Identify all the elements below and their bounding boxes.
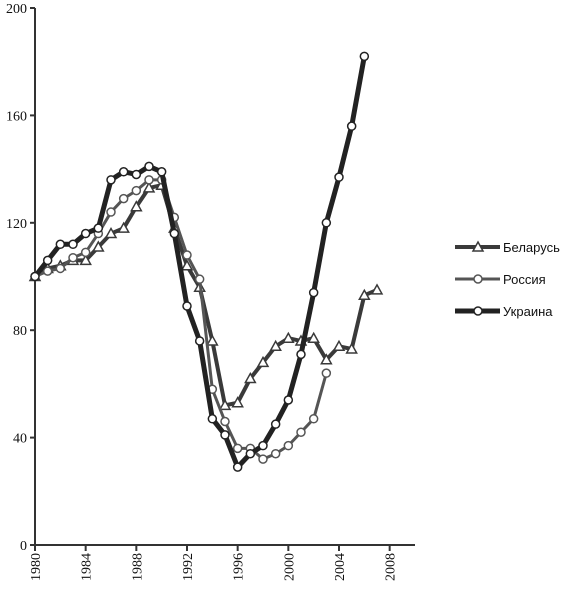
point: [42, 255, 53, 266]
point: [270, 448, 281, 459]
point: [80, 228, 91, 239]
point: [55, 239, 66, 250]
y-tick-label: 200: [6, 2, 27, 17]
point: [80, 247, 91, 258]
x-tick-label: 1984: [80, 553, 95, 581]
point: [182, 301, 192, 311]
point: [55, 263, 66, 274]
x-tick-label: 2004: [333, 553, 348, 581]
point: [370, 283, 384, 295]
point: [117, 221, 130, 233]
point: [283, 440, 294, 451]
point: [296, 427, 306, 437]
point: [296, 349, 306, 360]
point: [130, 200, 143, 212]
point: [345, 342, 358, 354]
y-tick-label: 0: [20, 539, 27, 554]
point: [106, 207, 116, 217]
point: [283, 395, 294, 405]
point: [156, 167, 167, 177]
y-tick-label: 80: [13, 324, 27, 339]
point: [206, 334, 219, 346]
point: [334, 172, 344, 182]
point: [282, 331, 295, 344]
point: [269, 339, 282, 352]
point: [194, 274, 205, 284]
point: [131, 185, 142, 196]
point: [232, 462, 243, 472]
point: [182, 250, 192, 260]
point: [245, 448, 256, 459]
point: [104, 226, 118, 239]
legend-label: Беларусь: [503, 240, 560, 255]
point: [256, 355, 270, 368]
point: [93, 223, 104, 233]
point: [346, 121, 357, 131]
point: [359, 51, 370, 62]
point: [308, 287, 319, 298]
point: [180, 259, 194, 271]
point: [308, 414, 319, 424]
point: [332, 339, 346, 352]
y-tick-label: 40: [13, 432, 27, 447]
point: [220, 430, 230, 440]
legend-marker: [473, 274, 483, 284]
point: [30, 271, 40, 282]
legend-marker: [471, 240, 485, 252]
point: [321, 368, 332, 378]
point: [142, 181, 156, 193]
point: [79, 253, 92, 266]
x-tick-label: 1992: [181, 553, 196, 581]
point: [106, 175, 116, 185]
point: [118, 167, 129, 177]
point: [258, 440, 268, 451]
legend-label: Россия: [503, 272, 546, 287]
point: [218, 398, 232, 411]
point: [68, 239, 78, 250]
point: [232, 443, 243, 454]
point: [194, 336, 205, 346]
point: [68, 252, 78, 263]
point: [92, 240, 105, 252]
y-tick-label: 160: [6, 109, 27, 124]
x-tick-label: 1988: [130, 553, 145, 581]
point: [42, 266, 53, 276]
y-tick-label: 120: [6, 217, 27, 232]
series-line: [34, 178, 328, 461]
point: [118, 193, 129, 204]
point: [144, 175, 154, 185]
point: [169, 228, 180, 239]
point: [270, 419, 281, 429]
x-tick-label: 1980: [29, 553, 44, 581]
legend-label: Украина: [503, 304, 553, 319]
point: [244, 371, 257, 384]
x-tick-label: 2008: [384, 553, 399, 581]
point: [258, 454, 268, 464]
x-tick-label: 2000: [282, 553, 297, 581]
point: [144, 161, 154, 172]
point: [321, 218, 332, 228]
point: [220, 416, 230, 427]
legend-marker: [473, 306, 483, 316]
point: [207, 414, 218, 424]
point: [231, 396, 244, 408]
point: [131, 169, 142, 180]
point: [320, 353, 333, 365]
x-tick-label: 1996: [232, 553, 247, 581]
point: [358, 288, 371, 301]
series-line: [33, 183, 378, 408]
point: [307, 331, 320, 344]
